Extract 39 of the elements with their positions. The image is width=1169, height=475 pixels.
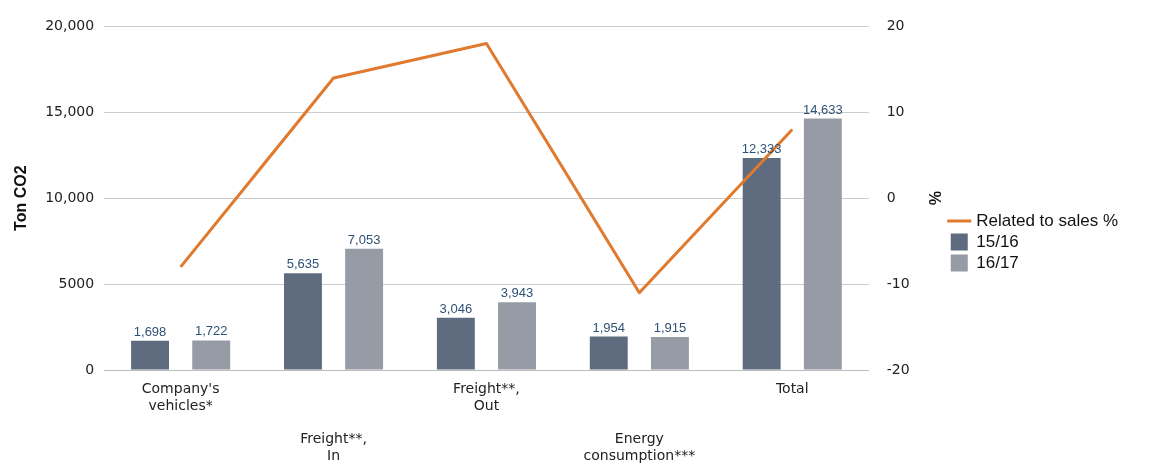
data-label: 3,943	[500, 285, 534, 301]
y-tick-label: 10,000	[45, 188, 95, 205]
bar	[284, 273, 322, 370]
y2-tick-label: 20	[886, 17, 905, 34]
legend-label: Related to sales %	[976, 210, 1119, 230]
y2-tick-label: -10	[886, 274, 910, 291]
y-tick-label: 5000	[58, 274, 95, 291]
legend-label: 16/17	[976, 252, 1019, 272]
x-tick-label: Freight**, In	[300, 430, 367, 464]
x-tick-label: Freight**, Out	[453, 380, 520, 413]
data-label: 3,046	[439, 300, 473, 316]
y-tick-label: 20,000	[45, 17, 95, 34]
y2-tick-label: -20	[886, 360, 910, 377]
data-label: 1,954	[592, 319, 626, 335]
data-label: 7,053	[347, 231, 381, 247]
y-tick-label: 15,000	[45, 102, 95, 119]
data-label: 1,722	[194, 323, 228, 339]
bar	[742, 158, 781, 370]
bar	[589, 336, 628, 370]
bar	[436, 317, 475, 370]
legend-label: 15/16	[976, 231, 1019, 251]
y2-tick-label: 10	[886, 102, 905, 119]
bar	[650, 337, 689, 370]
y2-axis-title: %	[925, 191, 943, 206]
x-tick-label: Total	[774, 380, 809, 397]
data-label: 1,698	[133, 323, 167, 339]
data-label: 14,633	[802, 101, 843, 117]
x-tick-label: Company's vehicles*	[141, 380, 220, 413]
data-label: 1,915	[653, 320, 687, 336]
y2-tick-label: 0	[886, 188, 896, 205]
bar	[498, 302, 536, 370]
y-tick-label: 0	[85, 360, 95, 377]
x-tick-label: Energy consumption***	[583, 430, 696, 464]
data-label: 5,635	[286, 256, 320, 272]
bar	[345, 248, 384, 370]
bar	[131, 340, 170, 370]
bar	[192, 340, 231, 370]
y-axis-title: Ton CO2	[12, 165, 30, 231]
bar	[803, 118, 842, 370]
